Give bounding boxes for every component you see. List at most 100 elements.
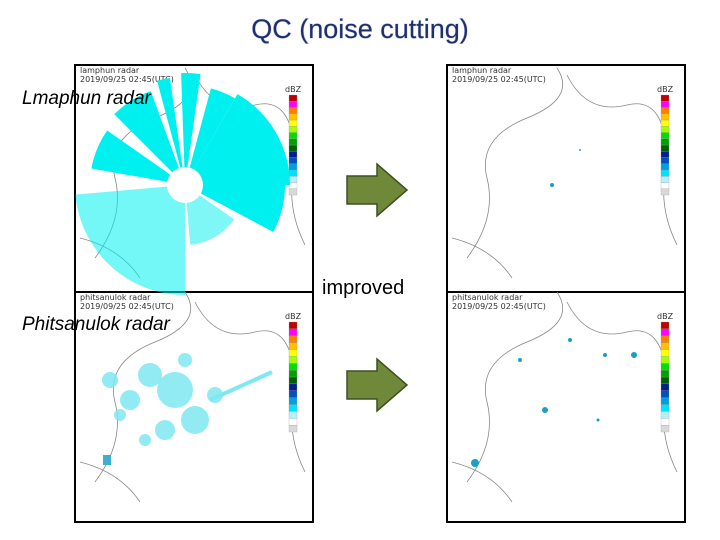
- echo-wedge: [91, 130, 185, 185]
- echo: [155, 420, 175, 440]
- color-bar-cell: [288, 94, 298, 102]
- color-bar-cell: [288, 418, 298, 426]
- color-bar-cell: [660, 404, 670, 412]
- map-border: [451, 291, 678, 503]
- color-bar-cell: [660, 349, 670, 357]
- echo-wedge: [114, 91, 185, 185]
- color-bar-cell: [660, 363, 670, 371]
- color-bar-cell: [288, 404, 298, 412]
- color-bar-cell: [288, 101, 298, 108]
- color-bar-cell: [660, 376, 670, 385]
- color-bar-cell: [288, 157, 298, 164]
- echo: [139, 434, 151, 446]
- color-bar-cell: [660, 107, 670, 114]
- color-bar-cell: [288, 335, 298, 343]
- map-border: [451, 67, 678, 279]
- echo-wedge: [185, 88, 235, 185]
- color-bar-cell: [288, 182, 298, 189]
- color-bar-cell: [288, 138, 298, 146]
- panel-time: 2019/09/25 02:45(UTC): [452, 75, 546, 84]
- panel-unit: dBZ: [657, 312, 674, 321]
- echo-wedge: [185, 185, 285, 232]
- echo: [157, 372, 193, 408]
- panel-frame: [446, 64, 686, 299]
- slide-title: QC (noise cutting): [251, 14, 469, 44]
- echo-wedge: [75, 185, 185, 295]
- color-bar-cell: [660, 113, 670, 121]
- color-bar-cell: [288, 113, 298, 121]
- color-bar-cell: [288, 119, 298, 127]
- echo: [596, 418, 600, 422]
- color-bar-cell: [288, 369, 298, 378]
- color-bar-cell: [660, 119, 670, 127]
- color-bar-cell: [288, 132, 298, 139]
- panel-frame: [446, 291, 686, 523]
- color-bar-cell: [288, 411, 298, 419]
- color-bar-cell: [288, 376, 298, 385]
- color-bar-cell: [660, 369, 670, 378]
- echo: [579, 149, 581, 151]
- arrow: [346, 162, 409, 218]
- panel-unit: dBZ: [657, 85, 674, 94]
- panel-time: 2019/09/25 02:45(UTC): [80, 302, 174, 311]
- color-bar-cell: [288, 397, 298, 405]
- color-bar-cell: [660, 418, 670, 426]
- label-bottom: Phitsanulok radar: [22, 314, 171, 335]
- panel-unit: dBZ: [285, 85, 302, 94]
- color-bar-cell: [660, 126, 670, 133]
- echo: [631, 352, 637, 358]
- radar-center: [167, 167, 203, 203]
- panel-time: 2019/09/25 02:45(UTC): [80, 75, 174, 84]
- color-bar-cell: [288, 151, 298, 158]
- panel-name: phitsanulok radar: [452, 293, 523, 302]
- color-bar-cell: [288, 176, 298, 183]
- echo-wedge: [157, 78, 185, 185]
- color-bar-cell: [660, 176, 670, 183]
- echo: [603, 353, 607, 357]
- color-bar-cell: [660, 390, 670, 398]
- echo: [178, 353, 192, 367]
- color-bar-cell: [288, 188, 298, 196]
- color-bar-cell: [660, 94, 670, 102]
- echo: [102, 372, 118, 388]
- echo-wedge: [181, 73, 201, 185]
- color-bar-cell: [288, 126, 298, 133]
- color-bar-cell: [660, 169, 670, 177]
- color-bar-cell: [660, 151, 670, 158]
- echo-wedge: [185, 185, 235, 245]
- color-bar-cell: [660, 424, 670, 433]
- map-border: [79, 291, 306, 503]
- echo-wedge: [185, 94, 290, 185]
- color-bar-cell: [660, 144, 670, 152]
- color-bar-cell: [288, 349, 298, 357]
- color-bar-cell: [288, 321, 298, 330]
- color-bar-cell: [288, 363, 298, 371]
- color-bar-cell: [660, 342, 670, 350]
- color-bar-cell: [288, 169, 298, 177]
- panel-name: lamphun radar: [452, 66, 512, 75]
- color-bar-cell: [660, 356, 670, 364]
- echo: [568, 338, 572, 342]
- label-top: Lmaphun radar: [22, 88, 152, 109]
- echo: [542, 407, 548, 413]
- color-bar-cell: [660, 138, 670, 146]
- color-bar-cell: [660, 321, 670, 330]
- panel-name: phitsanulok radar: [80, 293, 151, 302]
- color-bar-cell: [660, 157, 670, 164]
- panel-unit: dBZ: [285, 312, 302, 321]
- color-bar-cell: [660, 101, 670, 108]
- echo: [181, 406, 209, 434]
- color-bar-cell: [288, 390, 298, 398]
- echo: [114, 409, 126, 421]
- echo: [103, 455, 111, 465]
- echo: [120, 390, 140, 410]
- color-bar-cell: [288, 424, 298, 433]
- echo: [138, 363, 162, 387]
- arrow: [346, 357, 409, 413]
- echo: [550, 183, 554, 187]
- echo-streak: [209, 370, 273, 402]
- panel-name: lamphun radar: [80, 66, 140, 75]
